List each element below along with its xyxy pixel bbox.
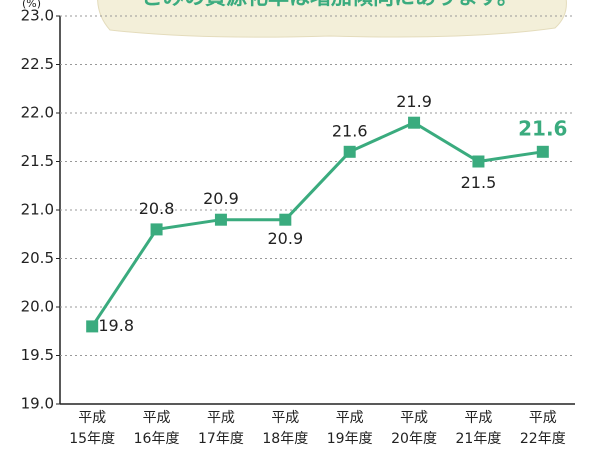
x-tick-label: 平成	[271, 410, 299, 426]
y-tick-label: 23.0	[21, 7, 54, 25]
banner-text: ごみの資源化率は増加傾向にあります。	[142, 0, 518, 9]
x-tick-label: 22年度	[520, 431, 566, 447]
x-tick-label: 21年度	[456, 431, 502, 447]
data-label: 19.8	[98, 316, 134, 335]
data-label: 21.5	[461, 173, 497, 192]
y-tick-label: 21.5	[21, 152, 54, 170]
x-tick-label: 平成	[78, 410, 106, 426]
x-tick-label: 18年度	[262, 431, 308, 447]
point	[343, 145, 356, 158]
y-tick-label: 19.5	[21, 346, 54, 364]
x-tick-label: 19年度	[327, 431, 373, 447]
y-tick-label: 22.0	[21, 104, 54, 122]
data-label: 20.9	[203, 189, 239, 208]
x-tick-label: 平成	[464, 410, 492, 426]
x-tick-label: 平成	[400, 410, 428, 426]
point	[279, 213, 292, 226]
x-tick-label: 16年度	[134, 431, 180, 447]
line	[90, 121, 544, 328]
point	[408, 116, 421, 129]
x-tick-label: 15年度	[69, 431, 115, 447]
x-tick-label: 平成	[529, 410, 557, 426]
y-tick-label: 22.5	[21, 55, 54, 73]
x-tick-label: 平成	[143, 410, 171, 426]
x-tick-label: 17年度	[198, 431, 244, 447]
y-tick-label: 19.0	[21, 395, 54, 413]
data-label: 21.9	[396, 92, 432, 111]
x-tick-label: 平成	[207, 410, 235, 426]
data-label: 20.9	[268, 229, 304, 248]
y-tick-label: 20.0	[21, 298, 54, 316]
point	[536, 145, 549, 158]
y-tick-label: 21.0	[21, 201, 54, 219]
banner-bubble	[97, 0, 567, 38]
point	[86, 320, 99, 333]
y-unit: (%)	[22, 0, 41, 10]
y-tick-label: 20.5	[21, 249, 54, 267]
point	[214, 213, 227, 226]
x-tick-label: 20年度	[391, 431, 437, 447]
x-tick-label: 平成	[336, 410, 364, 426]
data-label: 21.6	[518, 116, 567, 140]
data-label: 20.8	[139, 199, 175, 218]
data-label: 21.6	[332, 121, 368, 140]
point	[150, 223, 163, 236]
point	[472, 155, 485, 168]
